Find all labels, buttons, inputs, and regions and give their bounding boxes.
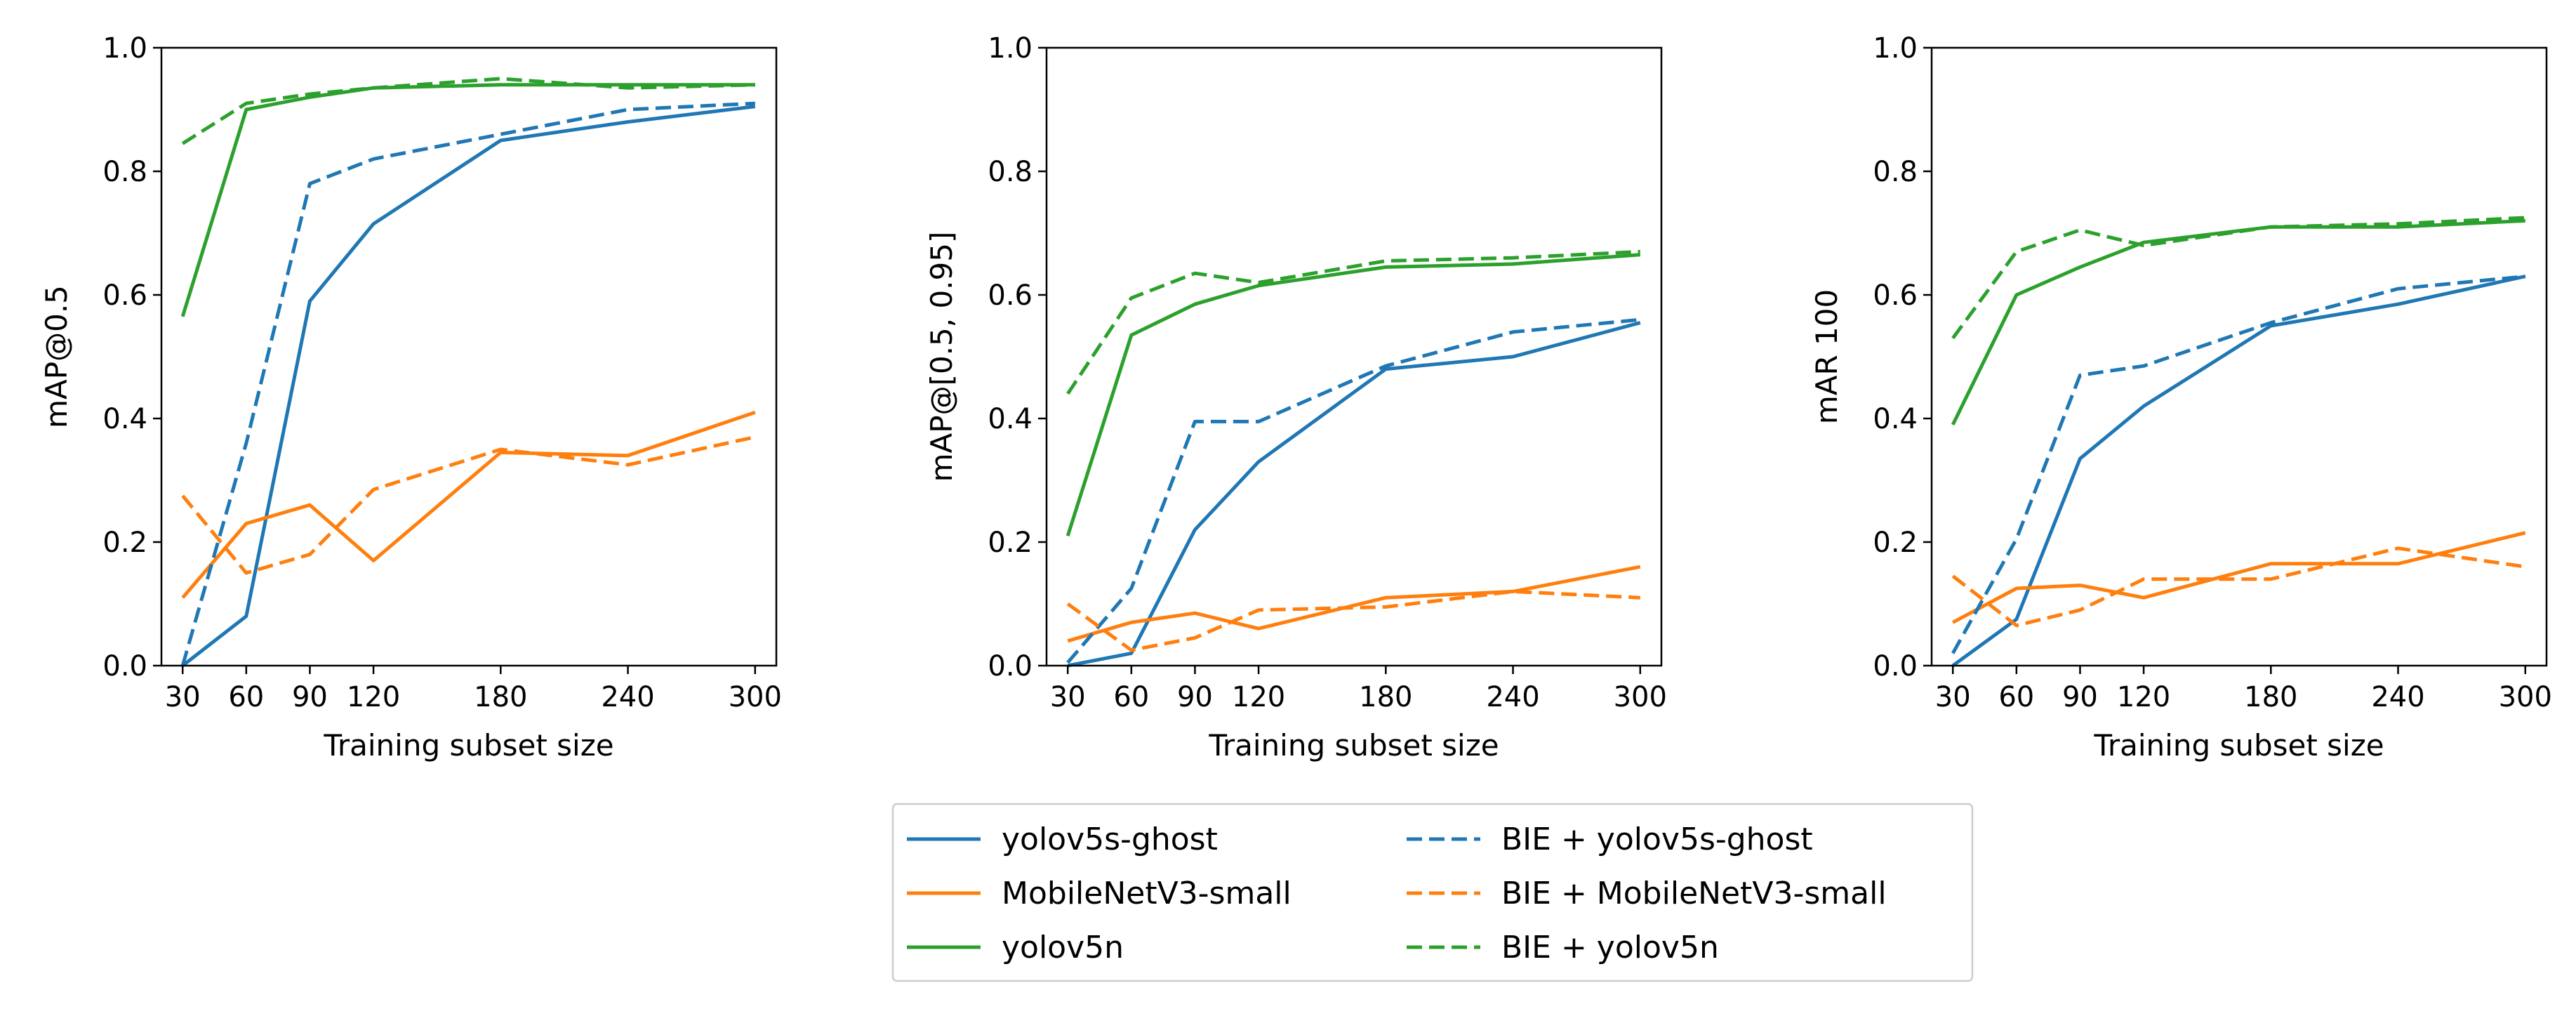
x-tick-label: 300 [1614,681,1667,713]
legend-label-mobilenetv3-small: MobileNetV3-small [1002,876,1292,911]
series-line-yolov5s-ghost [1951,275,2526,668]
y-tick-label: 0.2 [988,527,1033,559]
series-line-bie-mobilenetv3-small [1066,589,1640,652]
legend-label-yolov5s-ghost: yolov5s-ghost [1002,822,1218,857]
series-line-bie-yolov5s-ghost [1951,275,2526,654]
x-tick-label: 90 [292,681,328,713]
x-tick-label: 180 [1359,681,1412,713]
y-tick-label: 1.0 [102,32,147,65]
y-tick-label: 0.6 [1873,279,1918,312]
y-tick-label: 0.6 [102,279,147,312]
legend-label-bie-yolov5s-ghost: BIE + yolov5s-ghost [1501,822,1813,857]
legend: yolov5s-ghost MobileNetV3-small yolov5n BIE… [891,803,1974,982]
x-tick-label: 30 [1935,681,1971,713]
x-axis-label: Training subset size [323,728,613,763]
chart-panel-2: 0.0 0.2 0.4 0.6 0.8 1.0 30 60 90 120 180 240 300 Trai… [924,32,1667,763]
x-tick-label: 120 [2117,681,2170,713]
y-tick-label: 0.0 [102,650,147,682]
y-tick-label: 0.8 [988,156,1033,188]
legend-label-yolov5n: yolov5n [1002,930,1124,965]
y-tick-label: 0.4 [1873,403,1918,435]
x-tick-label: 300 [2499,681,2552,713]
x-axis-label: Training subset size [2093,728,2384,763]
series-line-mobilenetv3-small [1952,531,2526,624]
x-tick-label: 120 [1232,681,1285,713]
x-tick-label: 30 [1050,681,1086,713]
y-axis-label: mAP@0.5 [39,285,74,428]
y-axis-label: mAP@[0.5, 0.95] [924,232,959,482]
series-line-yolov5s-ghost [181,105,756,667]
series-line-mobilenetv3-small [1067,565,1641,643]
chart-panel-1: 0.0 0.2 0.4 0.6 0.8 1.0 30 60 90 120 180 240 300 Trai… [39,32,782,763]
x-tick-label: 60 [1998,681,2034,713]
series-line-bie-yolov5s-ghost [1066,317,1641,664]
y-tick-label: 0.4 [988,403,1033,435]
y-tick-label: 1.0 [1873,32,1918,65]
x-tick-label: 60 [228,681,264,713]
x-axis-label: Training subset size [1208,728,1499,763]
series-line-bie-yolov5s-ghost [180,101,755,666]
y-tick-label: 0.8 [1873,156,1918,188]
y-tick-label: 0.2 [1873,527,1918,559]
series-line-bie-yolov5n [1951,216,2525,340]
series-line-yolov5n [180,83,755,317]
series-line-yolov5n [1065,253,1640,536]
series-line-bie-mobilenetv3-small [181,435,756,575]
series-line-mobilenetv3-small [181,410,756,599]
series-line-bie-mobilenetv3-small [1951,546,2526,628]
series-line-bie-yolov5n [181,77,755,145]
x-tick-label: 180 [474,681,527,713]
plot-frame [1930,46,2548,667]
y-tick-label: 0.4 [102,403,147,435]
x-tick-label: 30 [165,681,201,713]
plot-frame [160,46,778,667]
x-tick-label: 60 [1113,681,1149,713]
x-tick-label: 240 [601,681,654,713]
y-tick-label: 1.0 [988,32,1033,65]
x-tick-label: 90 [2062,681,2098,713]
y-tick-label: 0.2 [102,527,147,559]
y-axis-label: mAR 100 [1810,289,1844,424]
x-tick-label: 90 [1177,681,1213,713]
series-line-yolov5n [1951,218,2525,426]
x-tick-label: 120 [347,681,400,713]
x-tick-label: 180 [2244,681,2297,713]
legend-label-bie-yolov5n: BIE + yolov5n [1501,930,1719,965]
x-tick-label: 240 [1486,681,1539,713]
x-tick-label: 240 [2371,681,2424,713]
series-line-yolov5s-ghost [1067,321,1641,668]
y-tick-label: 0.8 [102,156,147,188]
series-line-bie-yolov5n [1066,249,1640,395]
plot-frame [1045,46,1663,667]
y-tick-label: 0.6 [988,279,1033,312]
chart-panel-3: 0.0 0.2 0.4 0.6 0.8 1.0 30 60 90 120 180 240 300 Trai… [1810,32,2552,763]
y-tick-label: 0.0 [1873,650,1918,682]
legend-label-bie-mobilenetv3-small: BIE + MobileNetV3-small [1501,876,1887,911]
y-tick-label: 0.0 [988,650,1033,682]
x-tick-label: 300 [729,681,782,713]
